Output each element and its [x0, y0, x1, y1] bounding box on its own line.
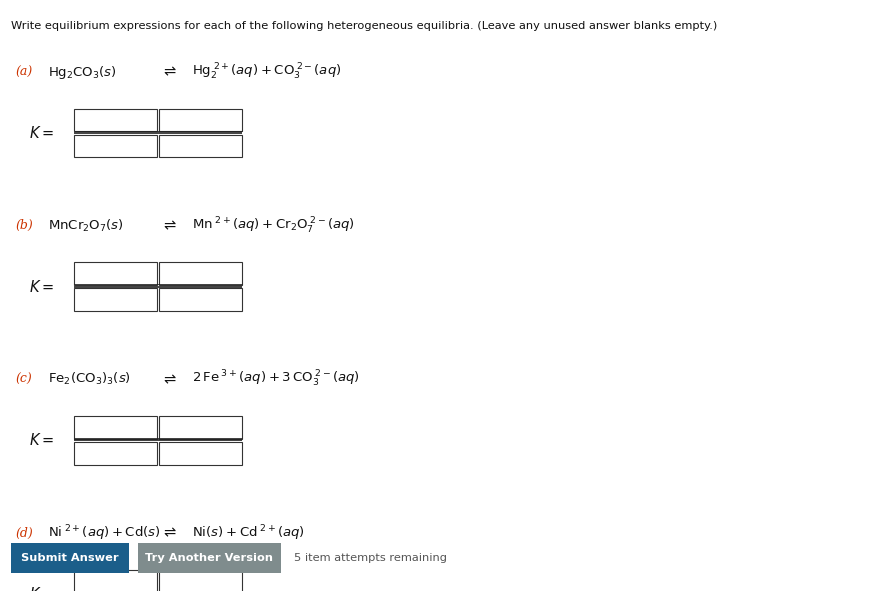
Bar [74, 442, 157, 465]
Text: 5 item attempts remaining: 5 item attempts remaining [294, 553, 448, 563]
Bar [159, 570, 242, 591]
Bar [74, 416, 157, 439]
Text: $K =$: $K =$ [29, 432, 54, 449]
Bar [74, 288, 157, 311]
Text: (d): (d) [16, 527, 33, 540]
Text: (b): (b) [16, 219, 33, 232]
Text: $\rightleftharpoons$: $\rightleftharpoons$ [161, 218, 178, 233]
Text: (a): (a) [16, 66, 33, 79]
Text: $\mathrm{Ni}(s) + \mathrm{Cd^{\;2+}}(aq)$: $\mathrm{Ni}(s) + \mathrm{Cd^{\;2+}}(aq)… [192, 523, 304, 543]
Text: $2\,\mathrm{Fe^{\;3+}}(aq) + 3\,\mathrm{CO_3^{\;2-}}(aq)$: $2\,\mathrm{Fe^{\;3+}}(aq) + 3\,\mathrm{… [192, 369, 360, 389]
Text: $\mathrm{Hg_2CO_3}(s)$: $\mathrm{Hg_2CO_3}(s)$ [48, 64, 117, 80]
Bar [159, 262, 242, 285]
Text: $\mathrm{Fe_2(CO_3)_3}(s)$: $\mathrm{Fe_2(CO_3)_3}(s)$ [48, 371, 131, 388]
Text: $\rightleftharpoons$: $\rightleftharpoons$ [161, 64, 178, 80]
Bar [74, 109, 157, 131]
Text: $K =$: $K =$ [29, 586, 54, 591]
Text: $\mathrm{Ni^{\;2+}}(aq) + \mathrm{Cd}(s)$: $\mathrm{Ni^{\;2+}}(aq) + \mathrm{Cd}(s)… [48, 523, 160, 543]
Bar [74, 570, 157, 591]
Bar [74, 135, 157, 157]
Bar [159, 288, 242, 311]
FancyBboxPatch shape [11, 543, 129, 573]
Text: $\mathrm{Mn^{\;2+}}(aq) + \mathrm{Cr_2O_7^{\;2-}}(aq)$: $\mathrm{Mn^{\;2+}}(aq) + \mathrm{Cr_2O_… [192, 216, 354, 236]
Text: $\mathrm{MnCr_2O_7}(s)$: $\mathrm{MnCr_2O_7}(s)$ [48, 217, 124, 234]
Text: Submit Answer: Submit Answer [21, 553, 119, 563]
Text: $\mathrm{Hg_2^{\;2+}}(aq) + \mathrm{CO_3^{\;2-}}(aq)$: $\mathrm{Hg_2^{\;2+}}(aq) + \mathrm{CO_3… [192, 62, 341, 82]
Bar [159, 442, 242, 465]
Text: Write equilibrium expressions for each of the following heterogeneous equilibria: Write equilibrium expressions for each o… [11, 21, 718, 31]
Text: $K =$: $K =$ [29, 278, 54, 295]
Bar [159, 416, 242, 439]
FancyBboxPatch shape [138, 543, 281, 573]
Text: $K =$: $K =$ [29, 125, 54, 141]
Bar [159, 135, 242, 157]
Text: $\rightleftharpoons$: $\rightleftharpoons$ [161, 525, 178, 541]
Text: $\rightleftharpoons$: $\rightleftharpoons$ [161, 372, 178, 387]
Bar [159, 109, 242, 131]
Bar [74, 262, 157, 285]
Text: (c): (c) [16, 373, 32, 386]
Text: Try Another Version: Try Another Version [145, 553, 273, 563]
